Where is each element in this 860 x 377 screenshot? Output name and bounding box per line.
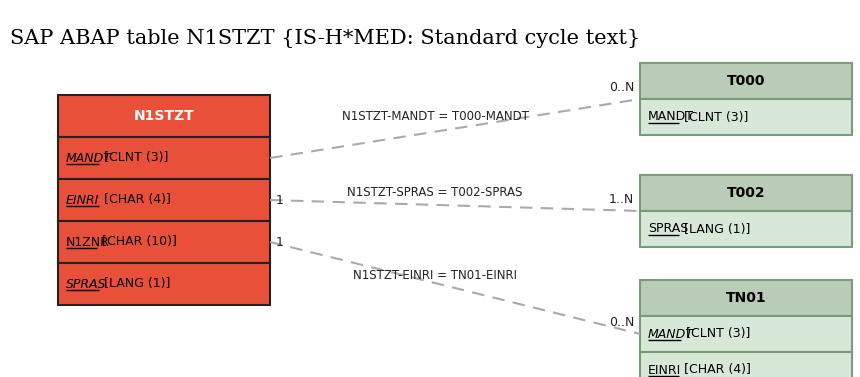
Bar bbox=[640, 211, 852, 247]
Bar bbox=[58, 221, 270, 263]
Bar bbox=[58, 95, 270, 137]
Bar bbox=[58, 179, 270, 221]
Text: [CHAR (4)]: [CHAR (4)] bbox=[101, 193, 171, 207]
Text: [CHAR (10)]: [CHAR (10)] bbox=[99, 236, 177, 248]
Text: T000: T000 bbox=[727, 74, 765, 88]
Bar bbox=[640, 316, 852, 352]
Text: N1ZNR: N1ZNR bbox=[66, 236, 110, 248]
Text: 1..N: 1..N bbox=[609, 193, 634, 206]
Text: [CLNT (3)]: [CLNT (3)] bbox=[683, 328, 751, 340]
Text: [CLNT (3)]: [CLNT (3)] bbox=[101, 152, 169, 164]
Text: 0..N: 0..N bbox=[609, 316, 634, 329]
Bar bbox=[640, 280, 852, 316]
Text: [CHAR (4)]: [CHAR (4)] bbox=[680, 363, 752, 377]
Bar bbox=[640, 63, 852, 99]
Text: EINRI: EINRI bbox=[648, 363, 681, 377]
Text: 1: 1 bbox=[276, 193, 284, 207]
Text: N1STZT: N1STZT bbox=[133, 109, 194, 123]
Text: EINRI: EINRI bbox=[66, 193, 100, 207]
Text: N1STZT-EINRI = TN01-EINRI: N1STZT-EINRI = TN01-EINRI bbox=[353, 269, 517, 282]
Bar bbox=[640, 99, 852, 135]
Text: T002: T002 bbox=[727, 186, 765, 200]
Text: TN01: TN01 bbox=[726, 291, 766, 305]
Bar bbox=[58, 137, 270, 179]
Text: SPRAS: SPRAS bbox=[648, 222, 688, 236]
Text: [LANG (1)]: [LANG (1)] bbox=[101, 277, 171, 291]
Bar bbox=[58, 263, 270, 305]
Bar bbox=[640, 175, 852, 211]
Text: MANDT: MANDT bbox=[648, 328, 694, 340]
Text: SPRAS: SPRAS bbox=[66, 277, 107, 291]
Text: [CLNT (3)]: [CLNT (3)] bbox=[680, 110, 749, 124]
Text: N1STZT-MANDT = T000-MANDT: N1STZT-MANDT = T000-MANDT bbox=[341, 109, 529, 123]
Text: SAP ABAP table N1STZT {IS-H*MED: Standard cycle text}: SAP ABAP table N1STZT {IS-H*MED: Standar… bbox=[10, 29, 640, 48]
Text: [LANG (1)]: [LANG (1)] bbox=[680, 222, 751, 236]
Text: N1STZT-SPRAS = T002-SPRAS: N1STZT-SPRAS = T002-SPRAS bbox=[347, 187, 523, 199]
Text: MANDT: MANDT bbox=[66, 152, 112, 164]
Text: 0..N: 0..N bbox=[609, 81, 634, 94]
Text: 1: 1 bbox=[276, 236, 284, 248]
Bar bbox=[640, 352, 852, 377]
Text: MANDT: MANDT bbox=[648, 110, 694, 124]
